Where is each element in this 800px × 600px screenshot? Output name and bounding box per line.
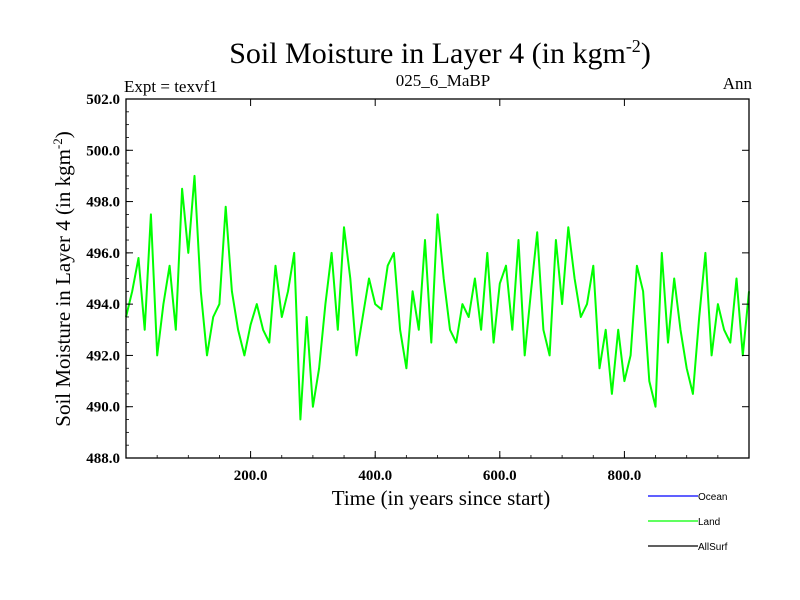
legend-label-ocean: Ocean <box>698 492 727 503</box>
legend-label-allsurf: AllSurf <box>698 542 728 553</box>
y-tick-label: 498.0 <box>86 195 120 211</box>
x-axis-label: Time (in years since start) <box>332 486 551 510</box>
y-tick-label: 492.0 <box>86 348 120 364</box>
x-tick-label: 200.0 <box>234 468 268 484</box>
y-tick-label: 490.0 <box>86 400 120 416</box>
y-axis-label: Soil Moisture in Layer 4 (in kgm-2) <box>50 131 75 426</box>
legend-label-land: Land <box>698 517 720 528</box>
x-tick-label: 600.0 <box>483 468 517 484</box>
x-tick-labels: 200.0 400.0 600.0 800.0 <box>234 468 642 484</box>
y-tick-label: 494.0 <box>86 297 120 313</box>
chart-title: Soil Moisture in Layer 4 (in kgm-2) <box>229 36 651 70</box>
plot-line-group <box>125 174 750 421</box>
series-line-land <box>125 174 750 421</box>
legend: Ocean Land AllSurf <box>648 492 728 553</box>
x-tick-label: 400.0 <box>358 468 392 484</box>
y-tick-label: 500.0 <box>86 143 120 159</box>
season-label: Ann <box>723 74 753 93</box>
expt-label: Expt = texvf1 <box>124 77 218 96</box>
plot-frame <box>125 98 750 459</box>
period-label: 025_6_MaBP <box>396 71 490 90</box>
y-tick-label: 488.0 <box>86 451 120 467</box>
y-tick-label: 496.0 <box>86 246 120 262</box>
y-tick-labels: 488.0 490.0 492.0 494.0 496.0 498.0 500.0 502.0 <box>86 92 120 467</box>
x-tick-label: 800.0 <box>608 468 642 484</box>
y-tick-label: 502.0 <box>86 92 120 108</box>
